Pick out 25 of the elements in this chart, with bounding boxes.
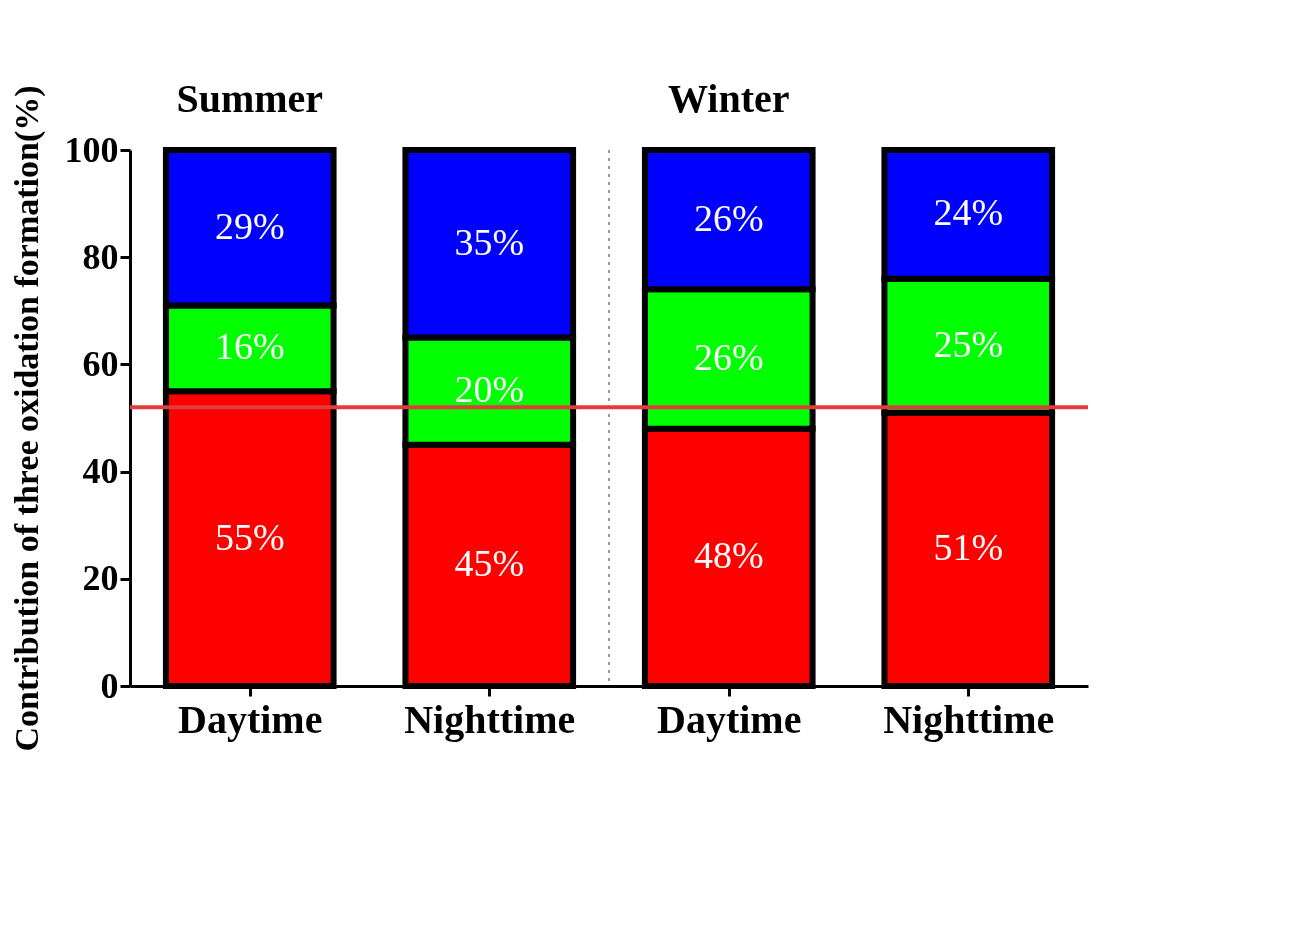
y-tick-label: 80 <box>82 236 119 277</box>
x-tick-label: Daytime <box>178 696 323 742</box>
data-label: 29% <box>214 204 285 247</box>
x-tick-label: Nighttime <box>883 696 1055 742</box>
y-tick-label: 20 <box>82 558 119 599</box>
y-tick-label: 100 <box>64 129 119 170</box>
text: Summer <box>176 76 324 121</box>
data-label: 16% <box>214 325 285 368</box>
y-tick-label: 60 <box>82 343 119 384</box>
y-axis-title: Contribution of three oxidation formation(%) <box>7 85 46 752</box>
data-label: 55% <box>214 515 285 558</box>
data-label: 26% <box>693 196 764 239</box>
y-tick-label: 0 <box>100 665 119 706</box>
text: Winter <box>668 76 790 121</box>
x-tick-label: Daytime <box>657 696 802 742</box>
data-label: 25% <box>933 322 1004 365</box>
data-label: 35% <box>454 220 525 263</box>
data-label: 51% <box>933 526 1004 569</box>
data-label: 26% <box>693 336 764 379</box>
data-label: 45% <box>454 542 525 585</box>
data-label: 48% <box>693 534 764 577</box>
data-label: 24% <box>933 191 1004 234</box>
y-tick-label: 40 <box>82 451 119 492</box>
x-tick-label: Nighttime <box>404 696 576 742</box>
data-label: 20% <box>454 368 525 411</box>
